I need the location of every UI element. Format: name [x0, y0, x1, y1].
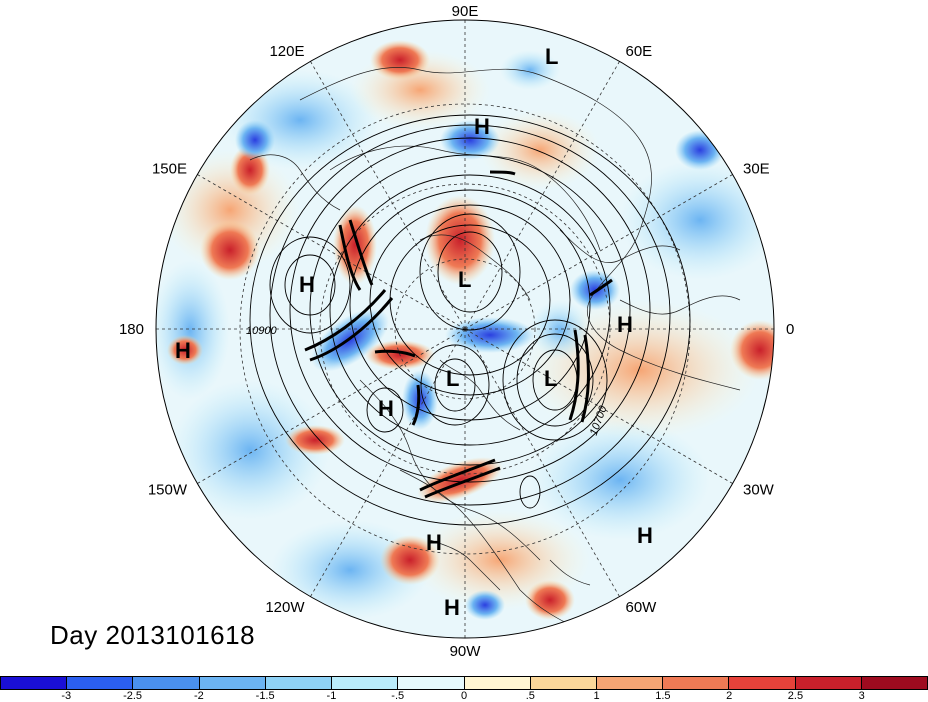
- pressure-center-low-center: L: [458, 267, 471, 292]
- longitude-label: 150W: [148, 482, 188, 499]
- anomaly-field: 10900 10700: [156, 20, 774, 638]
- colorbar-segment: [199, 677, 266, 689]
- longitude-label: 180: [119, 321, 144, 338]
- contour-label-10900: 10900: [246, 325, 277, 337]
- colorbar-tick-label: 0: [460, 690, 468, 702]
- pressure-center-low-southeast: L: [544, 366, 557, 391]
- colorbar-segment: [729, 677, 796, 689]
- colorbar-segment: [1, 677, 68, 689]
- colorbar-segment: [133, 677, 200, 689]
- height-contours: [249, 114, 691, 526]
- polar-stereographic-plot: 10900 10700 90E 60E 30E 0 30W 60W 90W 120W 150W 1…: [119, 3, 794, 660]
- map-border: [155, 19, 775, 639]
- longitude-labels: 90E 60E 30E 0 30W 60W 90W 120W 150W 180 150E 120E: [119, 3, 794, 660]
- pressure-center-high-west: H: [299, 272, 315, 297]
- colorbar-tick-label: -2.5: [123, 690, 143, 702]
- colorbar-segment: [332, 677, 399, 689]
- longitude-label: 60W: [626, 599, 658, 616]
- pressure-center-low-south-center: L: [446, 366, 459, 391]
- jet-contours: [304, 170, 613, 499]
- colorbar-segment: [398, 677, 465, 689]
- colorbar-tick-label: -1.5: [255, 690, 275, 702]
- colorbar-segment: [67, 677, 134, 689]
- longitude-label: 30W: [743, 482, 775, 499]
- longitude-label: 120E: [269, 43, 304, 60]
- colorbar-tick-label: -.5: [391, 690, 405, 702]
- colorbar-tick-label: 1.5: [655, 690, 671, 702]
- date-title: Day 2013101618: [50, 620, 256, 650]
- pressure-center-high-east: H: [617, 312, 633, 337]
- longitude-label: 90W: [450, 643, 482, 660]
- coastlines: [249, 67, 741, 631]
- pressure-center-high-south: H: [426, 530, 442, 555]
- longitude-label: 0: [786, 321, 794, 338]
- colorbar: [0, 676, 928, 690]
- colorbar-segment: [265, 677, 333, 689]
- longitude-label: 30E: [743, 161, 770, 178]
- colorbar-segment: [464, 677, 531, 689]
- colorbar-segment: [861, 677, 928, 689]
- colorbar-tick-label: 1: [593, 690, 600, 702]
- colorbar-tick-label: 2: [726, 690, 733, 702]
- colorbar-tick-label: -1: [326, 690, 337, 702]
- colorbar-segment: [596, 677, 664, 689]
- colorbar-tick-label: -2: [193, 690, 204, 702]
- pressure-centers: L H H L H H L H L H H H: [175, 44, 653, 620]
- pressure-center-high-north: H: [474, 114, 490, 139]
- pressure-center-high-southeast: H: [637, 523, 653, 548]
- colorbar-segment: [795, 677, 862, 689]
- colorbar-tick-label: .5: [525, 690, 535, 702]
- pressure-center-low-north: L: [545, 44, 558, 69]
- colorbar-tick-labels: -3 -2.5 -2 -1.5 -1 -.5 0 .5 1 1.5 2 2.5 3: [0, 690, 928, 702]
- longitude-label: 150E: [152, 161, 187, 178]
- colorbar-tick-label: 2.5: [787, 690, 804, 702]
- longitude-label: 90E: [452, 3, 479, 20]
- colorbar-segment: [663, 677, 730, 689]
- longitude-label: 60E: [626, 43, 653, 60]
- pressure-center-high-bottom: H: [444, 595, 460, 620]
- longitude-label: 120W: [265, 599, 305, 616]
- pressure-center-high-far-west: H: [175, 338, 191, 363]
- pressure-center-high-south-center: H: [378, 396, 394, 421]
- colorbar-tick-label: -3: [61, 690, 72, 702]
- colorbar-tick-label: 3: [858, 690, 865, 702]
- colorbar-segment: [530, 677, 597, 689]
